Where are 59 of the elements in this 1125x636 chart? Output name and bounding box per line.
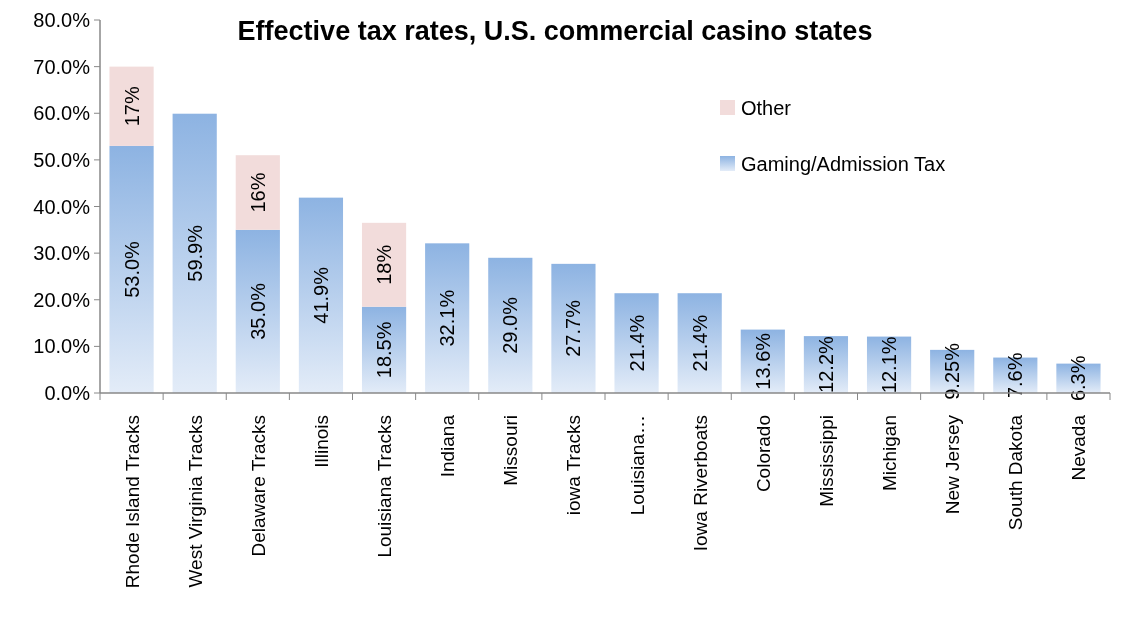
data-label: 17% bbox=[120, 86, 143, 127]
bar bbox=[614, 293, 659, 393]
x-tick-label: New Jersey bbox=[942, 414, 964, 515]
y-tick-label: 50.0% bbox=[33, 148, 91, 171]
chart-title: Effective tax rates, U.S. commercial casino states bbox=[237, 16, 873, 46]
y-tick-label: 10.0% bbox=[33, 335, 91, 358]
data-label: 35.0% bbox=[246, 282, 269, 340]
x-tick-label: South Dakota bbox=[1005, 414, 1027, 531]
bar bbox=[109, 145, 154, 393]
x-tick-label: West Virginia Tracks bbox=[184, 415, 206, 588]
x-tick-label: Nevada bbox=[1068, 414, 1090, 481]
x-tick-label: Rhode Island Tracks bbox=[121, 415, 143, 589]
x-tick-label: Colorado bbox=[752, 415, 774, 493]
legend-label: Gaming/Admission Tax bbox=[741, 153, 946, 175]
x-tick-label: Mississippi bbox=[815, 415, 837, 507]
legend-label: Other bbox=[741, 97, 792, 119]
data-label: 12.1% bbox=[878, 336, 901, 394]
bar bbox=[677, 293, 722, 393]
data-label: 6.3% bbox=[1067, 355, 1090, 402]
data-label: 13.6% bbox=[751, 332, 774, 390]
data-label: 12.2% bbox=[814, 335, 837, 393]
x-tick-label: Indiana bbox=[437, 414, 459, 478]
x-tick-label: Delaware Tracks bbox=[247, 415, 269, 557]
y-tick-label: 70.0% bbox=[33, 55, 91, 78]
x-tick-label: Louisiana… bbox=[626, 415, 648, 516]
data-label: 21.4% bbox=[625, 314, 648, 372]
x-tick-label: Iowa Riverboats bbox=[689, 415, 711, 552]
data-label: 18.5% bbox=[373, 321, 396, 379]
x-tick-label: Louisiana Tracks bbox=[374, 415, 396, 558]
bar bbox=[298, 197, 344, 393]
bar bbox=[551, 263, 596, 393]
bar bbox=[109, 66, 154, 146]
x-tick-label: Illinois bbox=[310, 415, 332, 468]
data-label: 7.6% bbox=[1004, 352, 1027, 399]
y-tick-label: 80.0% bbox=[33, 9, 91, 31]
y-tick-label: 0.0% bbox=[44, 382, 91, 404]
x-tick-label: iowa Tracks bbox=[563, 415, 585, 516]
data-label: 32.1% bbox=[436, 289, 459, 347]
data-label: 9.25% bbox=[941, 342, 964, 400]
data-label: 29.0% bbox=[499, 296, 522, 354]
data-label: 18% bbox=[373, 244, 396, 285]
x-tick-label: Missouri bbox=[500, 415, 522, 486]
bar bbox=[425, 243, 470, 393]
data-label: 16% bbox=[246, 172, 269, 213]
bar bbox=[361, 222, 407, 307]
bar bbox=[488, 257, 533, 393]
data-label: 21.4% bbox=[688, 314, 711, 372]
bar bbox=[235, 229, 280, 393]
bar bbox=[235, 155, 280, 230]
x-tick-label: Michigan bbox=[879, 415, 901, 492]
y-tick-label: 40.0% bbox=[33, 195, 91, 218]
data-label: 27.7% bbox=[562, 299, 585, 357]
data-label: 59.9% bbox=[183, 224, 206, 282]
data-label: 41.9% bbox=[309, 266, 332, 324]
y-tick-label: 20.0% bbox=[33, 288, 91, 311]
bar bbox=[172, 113, 217, 393]
y-tick-label: 60.0% bbox=[33, 102, 91, 125]
data-label: 53.0% bbox=[120, 240, 143, 298]
y-tick-label: 30.0% bbox=[33, 242, 91, 265]
